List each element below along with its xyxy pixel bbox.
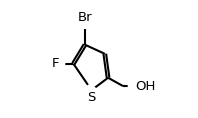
Text: S: S [87,91,96,104]
Text: F: F [52,57,59,70]
Text: Br: Br [78,11,92,24]
Ellipse shape [87,87,96,93]
Ellipse shape [128,83,141,89]
Ellipse shape [56,60,65,67]
Text: OH: OH [135,80,156,93]
Ellipse shape [79,20,91,28]
